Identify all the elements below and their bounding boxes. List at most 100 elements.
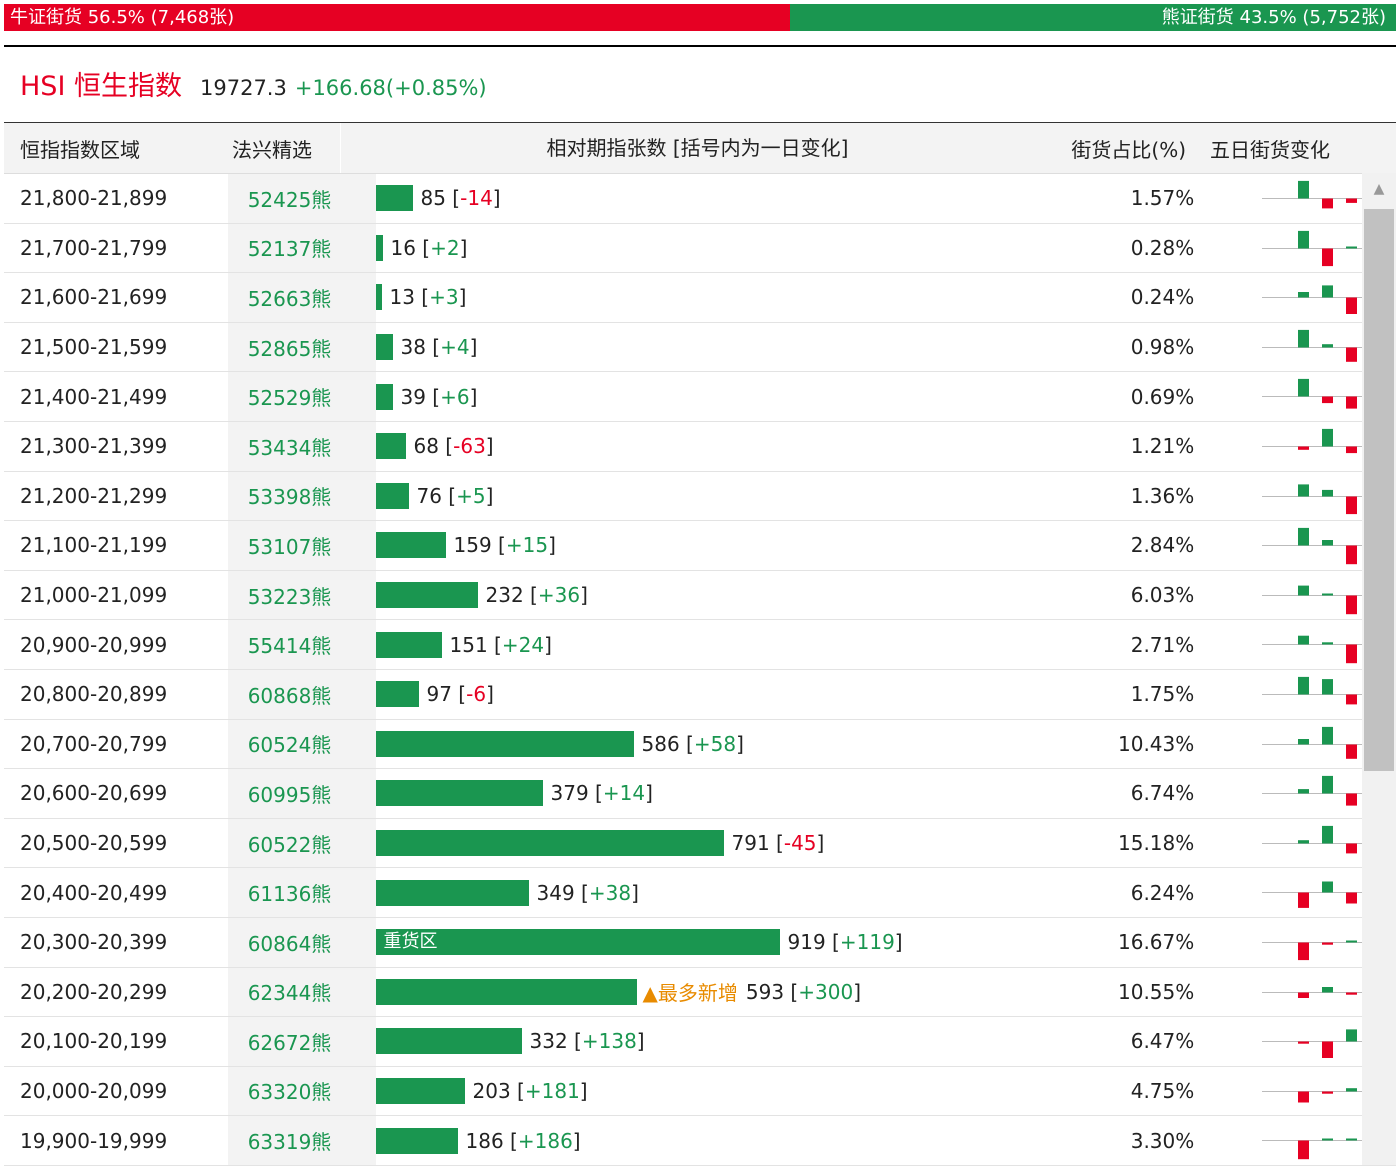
bracket-close: ] <box>636 1029 645 1054</box>
table-row[interactable]: 21,300-21,399 53434熊 68 [-63] 1.21% <box>4 421 1396 472</box>
scrollbar-thumb[interactable] <box>1364 209 1394 771</box>
column-header-code[interactable]: 法兴精选 <box>212 133 340 163</box>
warrant-code-link[interactable]: 60995熊 <box>227 769 376 818</box>
bull-bear-ratio-bar: 牛证街货 56.5% (7,468张) 熊证街货 43.5% (5,752张) <box>4 4 1396 31</box>
warrant-code-link[interactable]: 52137熊 <box>227 223 376 273</box>
warrant-code-link[interactable]: 61136熊 <box>227 868 376 917</box>
warrant-code-link[interactable]: 60868熊 <box>227 669 376 719</box>
contracts-label: 349 [+38] <box>537 881 639 905</box>
sparkline-bar-1 <box>1322 343 1334 348</box>
bracket-close: ] <box>486 682 494 707</box>
table-row[interactable]: 20,800-20,899 60868熊 97 [-6] 1.75% <box>4 669 1396 720</box>
sparkline-bar-2 <box>1346 744 1358 759</box>
warrant-code-link[interactable]: 62344熊 <box>227 967 376 1017</box>
contracts-label: 159 [+15] <box>454 533 556 557</box>
table-row[interactable]: 21,000-21,099 53223熊 232 [+36] 6.03% <box>4 570 1396 621</box>
warrant-code-link[interactable]: 53223熊 <box>227 570 376 620</box>
warrant-code-link[interactable]: 62672熊 <box>227 1017 376 1066</box>
contracts-cell: ▲最多新增 593 [+300] <box>375 968 1089 1017</box>
table-row[interactable]: 21,500-21,599 52865熊 38 [+4] 0.98% <box>4 322 1396 373</box>
table-row[interactable]: 19,900-19,999 63319熊 186 [+186] 3.30% <box>4 1116 1396 1166</box>
sparkline-bar-1 <box>1322 642 1334 645</box>
warrant-code-link[interactable]: 63319熊 <box>227 1116 376 1165</box>
table-row[interactable]: 20,200-20,299 62344熊 ▲最多新增 593 [+300] 10.55% <box>4 967 1396 1018</box>
index-range: 20,900-20,999 <box>20 632 168 657</box>
warrant-code-link[interactable]: 52425熊 <box>227 174 376 223</box>
contracts-count: 186 <box>465 1128 504 1153</box>
table-row[interactable]: 20,400-20,499 61136熊 349 [+38] 6.24% <box>4 868 1396 918</box>
warrant-code-link[interactable]: 53398熊 <box>227 471 376 521</box>
outstanding-share: 0.28% <box>1130 235 1195 260</box>
column-header-five-day[interactable]: 五日街货变化 <box>1210 137 1330 162</box>
index-range: 21,200-21,299 <box>20 483 168 508</box>
daily-change: +2 <box>430 235 460 260</box>
sparkline-bar-0 <box>1298 992 1310 998</box>
table-row[interactable]: 20,600-20,699 60995熊 379 [+14] 6.74% <box>4 769 1396 819</box>
sparkline-bar-2 <box>1346 396 1358 409</box>
table-row[interactable]: 21,200-21,299 53398熊 76 [+5] 1.36% <box>4 471 1396 522</box>
sparkline-bar-0 <box>1298 1041 1310 1044</box>
column-header-share[interactable]: 街货占比(%) <box>1071 137 1186 162</box>
sparkline-bar-2 <box>1346 644 1358 664</box>
warrant-code-link[interactable]: 60524熊 <box>227 719 376 769</box>
warrant-code-link[interactable]: 52865熊 <box>227 322 376 372</box>
warrant-code-link[interactable]: 55414熊 <box>227 620 376 669</box>
warrant-code-link[interactable]: 60864熊 <box>227 917 376 967</box>
bracket-open: [ <box>425 384 441 409</box>
warrant-code-link[interactable]: 63320熊 <box>227 1066 376 1116</box>
scroll-up-arrow-icon[interactable]: ▲ <box>1373 181 1385 197</box>
sparkline-bar-1 <box>1322 1041 1334 1059</box>
table-row[interactable]: 20,900-20,999 55414熊 151 [+24] 2.71% <box>4 620 1396 670</box>
sparkline-bar-0 <box>1298 329 1310 348</box>
bracket-open: [ <box>574 880 589 905</box>
table-row[interactable]: 20,700-20,799 60524熊 586 [+58] 10.43% <box>4 719 1396 770</box>
column-header-range[interactable]: 恒指指数区域 <box>20 137 140 162</box>
table-row[interactable]: 20,100-20,199 62672熊 332 [+138] 6.47% <box>4 1017 1396 1067</box>
bracket-close: ] <box>816 831 825 856</box>
sparkline-bar-1 <box>1322 198 1334 209</box>
table-row[interactable]: 21,700-21,799 52137熊 16 [+2] 0.28% <box>4 223 1396 274</box>
table-row[interactable]: 21,400-21,499 52529熊 39 [+6] 0.69% <box>4 372 1396 422</box>
bracket-close: ] <box>580 583 588 608</box>
index-range: 20,800-20,899 <box>20 682 168 707</box>
index-range: 20,200-20,299 <box>20 979 168 1004</box>
header-divider <box>4 45 1396 47</box>
table-row[interactable]: 20,300-20,399 60864熊 重货区 919 [+119] 16.67% <box>4 917 1396 968</box>
outstanding-share: 4.75% <box>1130 1078 1195 1103</box>
contracts-bar <box>375 284 382 311</box>
index-range: 21,300-21,399 <box>20 434 168 459</box>
outstanding-share: 10.55% <box>1118 979 1195 1004</box>
sparkline-bar-0 <box>1298 892 1310 909</box>
bracket-close: ] <box>459 235 468 260</box>
warrant-code-link[interactable]: 52663熊 <box>227 273 376 322</box>
sparkline-bar-0 <box>1298 292 1310 298</box>
table-row[interactable]: 21,100-21,199 53107熊 159 [+15] 2.84% <box>4 521 1396 571</box>
contracts-count: 159 <box>453 533 492 558</box>
contracts-cell: 186 [+186] <box>375 1116 1089 1165</box>
table-row[interactable]: 21,600-21,699 52663熊 13 [+3] 0.24% <box>4 273 1396 323</box>
sparkline-bar-2 <box>1346 198 1358 203</box>
scrollbar[interactable]: ▲ <box>1362 173 1396 1165</box>
warrant-code-link[interactable]: 52529熊 <box>227 372 376 421</box>
bracket-open: [ <box>679 731 694 756</box>
daily-change: +15 <box>505 533 549 558</box>
daily-change: +119 <box>839 930 895 955</box>
sparkline-bar-2 <box>1346 545 1358 565</box>
warrant-code-link[interactable]: 53434熊 <box>227 421 376 471</box>
index-range: 20,100-20,199 <box>20 1029 168 1054</box>
table-row[interactable]: 20,000-20,099 63320熊 203 [+181] 4.75% <box>4 1066 1396 1117</box>
warrant-code-link[interactable]: 53107熊 <box>227 521 376 570</box>
warrant-code-link[interactable]: 60522熊 <box>227 818 376 868</box>
table-row[interactable]: 21,800-21,899 52425熊 85 [-14] 1.57% <box>4 174 1396 224</box>
contracts-count: 16 <box>390 235 416 260</box>
contracts-label: 38 [+4] <box>401 335 478 359</box>
index-range: 19,900-19,999 <box>20 1128 168 1153</box>
daily-change: -63 <box>453 434 486 459</box>
sparkline-bar-2 <box>1346 246 1358 249</box>
sparkline-bar-0 <box>1298 528 1310 546</box>
sparkline-bar-1 <box>1322 679 1334 695</box>
column-header-contracts[interactable]: 相对期指张数 [括号内为一日变化] <box>340 123 1054 173</box>
warrant-distribution-table: 恒指指数区域 法兴精选 相对期指张数 [括号内为一日变化] 街货占比(%) 五日… <box>4 122 1396 1166</box>
table-row[interactable]: 20,500-20,599 60522熊 791 [-45] 15.18% <box>4 818 1396 869</box>
daily-change: +300 <box>798 979 854 1004</box>
